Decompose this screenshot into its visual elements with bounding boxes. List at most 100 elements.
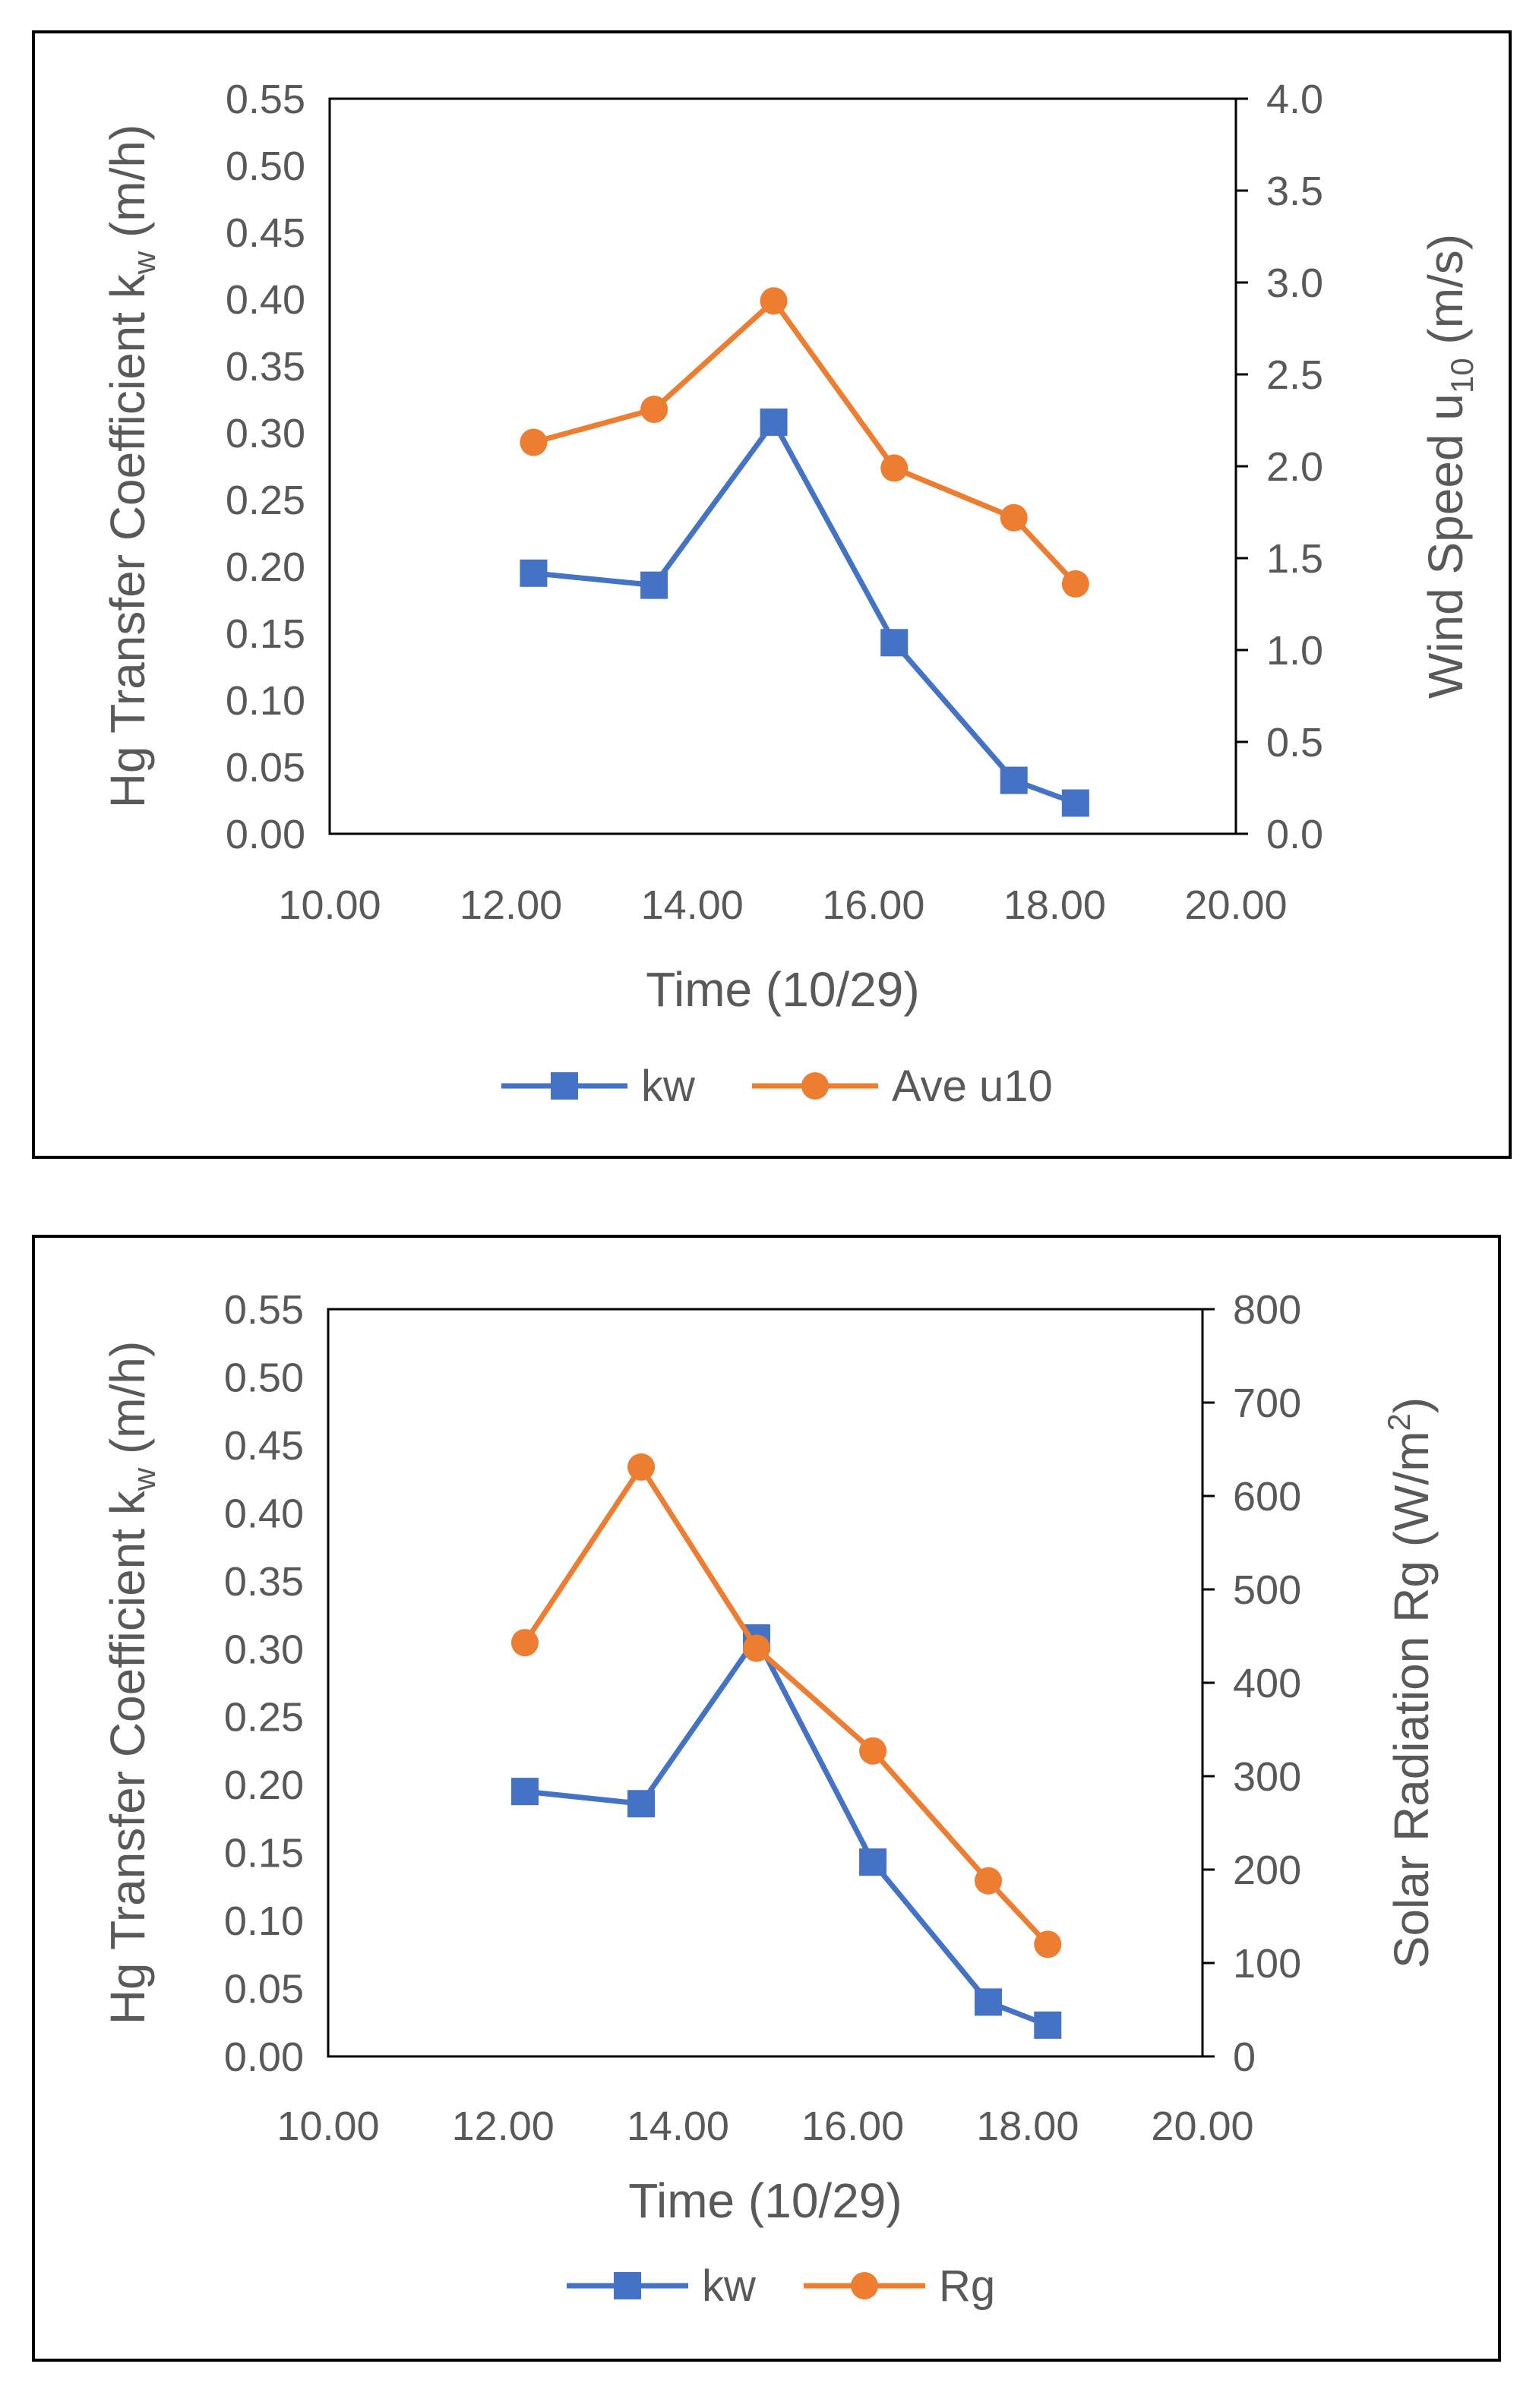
legend-label: Ave u10: [892, 1062, 1053, 1111]
y-left-tick-label: 0.25: [224, 1695, 304, 1741]
y-left-tick-label: 0.45: [226, 210, 305, 256]
data-point-circle: [510, 1629, 539, 1657]
x-tick-label: 18.00: [1003, 882, 1106, 928]
y-left-tick-label: 0.05: [224, 1967, 304, 2012]
y-right-tick-label: 0.5: [1266, 720, 1323, 765]
y-left-tick-label: 0.05: [226, 745, 305, 791]
data-point-circle: [1034, 1930, 1062, 1958]
y-left-tick-label: 0.20: [224, 1763, 304, 1808]
chart-2: 10.00 12.00 14.00 16.00 18.00 20.00 0.00 0.05 0.…: [32, 1235, 1501, 2362]
y-right-tick-label: 3.5: [1266, 169, 1323, 214]
y-left-tick-label: 0.15: [226, 611, 305, 657]
y-left-tick-label: 0.50: [226, 144, 305, 189]
y-left-tick-label: 0.40: [224, 1491, 304, 1536]
data-point-square: [640, 571, 668, 599]
y-right-tick-label: 700: [1233, 1381, 1301, 1426]
series-line: [533, 419, 1077, 806]
data-point-square: [975, 1988, 1003, 2016]
data-point-circle: [1061, 570, 1089, 598]
y-right-tick-label: 3.0: [1266, 260, 1323, 306]
series-line: [524, 1635, 1049, 2028]
y-right-tick-label: 200: [1233, 1848, 1301, 1893]
y-right-tick-label: 2.5: [1266, 352, 1323, 398]
data-point-circle: [859, 1737, 887, 1765]
x-tick-label: 16.00: [822, 882, 924, 928]
x-tick-label: 16.00: [801, 2103, 904, 2149]
y-right-tick-label: 0.0: [1266, 812, 1323, 857]
legend: kw Ave u10: [501, 1062, 1053, 1111]
legend-marker-square: [614, 2272, 641, 2299]
data-point-square: [859, 1848, 887, 1876]
y-left-tick-label: 0.50: [224, 1355, 304, 1400]
series-kw: [520, 408, 1089, 817]
legend-label: kw: [641, 1062, 696, 1111]
data-point-square: [760, 408, 788, 436]
legend: kw Rg: [567, 2261, 995, 2311]
x-tick-label: 12.00: [460, 882, 562, 928]
x-tick-label: 14.00: [641, 882, 744, 928]
x-tick-label: 20.00: [1151, 2103, 1253, 2149]
x-tick-label: 20.00: [1184, 882, 1287, 928]
y-left-tick-label: 0.00: [224, 2034, 304, 2080]
y-right-tick-label: 1.0: [1266, 628, 1323, 674]
data-point-circle: [880, 454, 909, 482]
data-point-circle: [1000, 503, 1028, 532]
legend-marker-circle: [801, 1072, 829, 1100]
plot-area: [327, 1308, 1204, 2058]
data-point-circle: [760, 287, 788, 315]
chart-frame: [32, 30, 1512, 1159]
y-left-tick-label: 0.30: [224, 1627, 304, 1672]
series-rg: [510, 1453, 1062, 1958]
data-point-circle: [520, 428, 548, 456]
y-right-tick-label: 1.5: [1266, 536, 1323, 582]
x-axis-title: Time (10/29): [646, 962, 919, 1017]
y-right-tick-label: 4.0: [1266, 77, 1323, 122]
data-point-square: [1034, 2011, 1062, 2039]
series-ave-u10: [520, 287, 1089, 598]
y-right-axis-title: Wind Speed u10 (m/s): [1418, 234, 1480, 699]
y-left-axis-title: Hg Transfer Coefficient kw (m/h): [100, 125, 162, 809]
y-right-tick-label: 400: [1233, 1661, 1301, 1706]
series-kw: [510, 1624, 1062, 2039]
y-left-tick-label: 0.10: [226, 678, 305, 724]
legend-label: Rg: [939, 2261, 995, 2311]
x-tick-label: 12.00: [452, 2103, 555, 2149]
data-point-square: [510, 1778, 539, 1806]
y-right-tick-label: 800: [1233, 1287, 1301, 1333]
y-left-tick-label: 0.40: [226, 277, 305, 323]
y-left-tick-label: 0.25: [226, 478, 305, 523]
y-right-tick-label: 0: [1233, 2034, 1256, 2080]
series-line: [523, 1464, 1050, 1946]
legend-marker-circle: [851, 2272, 878, 2299]
x-tick-label: 18.00: [976, 2103, 1079, 2149]
data-point-circle: [742, 1634, 770, 1662]
data-point-square: [520, 559, 548, 587]
x-tick-label: 10.00: [278, 882, 381, 928]
y-right-tick-label: 300: [1233, 1754, 1301, 1800]
y-left-tick-label: 0.55: [224, 1287, 304, 1333]
x-tick-label: 10.00: [277, 2103, 379, 2149]
legend-label: kw: [702, 2261, 757, 2311]
data-point-square: [627, 1790, 656, 1818]
data-point-square: [1061, 789, 1089, 817]
y-left-tick-label: 0.55: [226, 77, 305, 122]
y-right-tick-label: 2.0: [1266, 444, 1323, 490]
y-right-axis-title: Solar Radiation Rg (W/m2): [1381, 1397, 1439, 1968]
y-right-tick-label: 600: [1233, 1474, 1301, 1520]
data-point-square: [880, 629, 909, 657]
x-axis-title: Time (10/29): [628, 2173, 902, 2228]
data-point-square: [1000, 766, 1028, 794]
series-line: [532, 298, 1078, 586]
data-point-circle: [975, 1867, 1003, 1895]
chart-1: 10.00 12.00 14.00 16.00 18.00 20.00 0.00 0.05 0.…: [32, 30, 1512, 1159]
y-left-tick-label: 0.35: [226, 344, 305, 390]
chart-frame: [32, 1235, 1501, 2362]
legend-marker-square: [551, 1072, 578, 1100]
y-left-tick-label: 0.00: [226, 812, 305, 857]
y-left-tick-label: 0.35: [224, 1559, 304, 1605]
y-left-tick-label: 0.30: [226, 411, 305, 456]
plot-area: [328, 97, 1237, 835]
y-left-tick-label: 0.20: [226, 544, 305, 590]
y-right-tick-label: 500: [1233, 1567, 1301, 1613]
